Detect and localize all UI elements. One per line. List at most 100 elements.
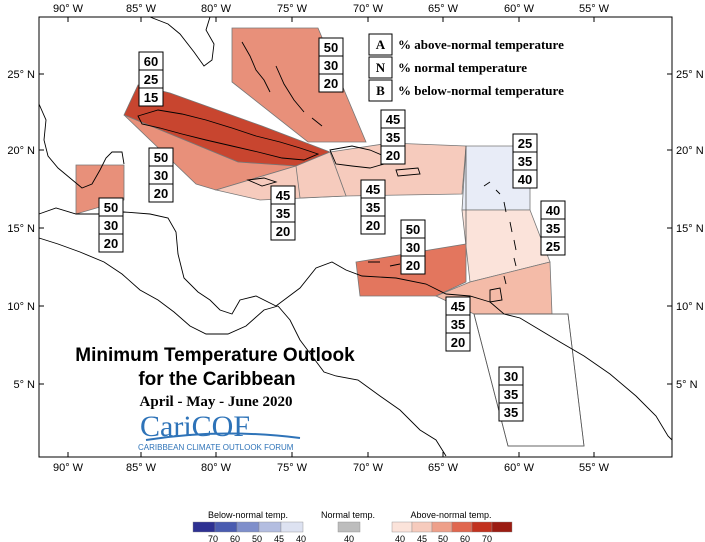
prob-value: 30 xyxy=(154,168,168,183)
lat-label-left: 5° N xyxy=(13,379,35,391)
map-title-line2: for the Caribbean xyxy=(138,369,295,390)
lat-label-left: 25° N xyxy=(7,69,35,81)
caricof-logo: CariCOF CARIBBEAN CLIMATE OUTLOOK FORUM xyxy=(138,410,301,452)
lat-label-right: 5° N xyxy=(676,379,698,391)
lon-label-top: 60° W xyxy=(504,3,535,15)
prob-value: 35 xyxy=(504,405,518,420)
legend-below-swatch xyxy=(192,521,216,533)
logo-name: CariCOF xyxy=(140,410,250,443)
latitude-labels-left: 25° N 20° N 15° N 10° N 5° N xyxy=(7,69,44,391)
logo-subtitle: CARIBBEAN CLIMATE OUTLOOK FORUM xyxy=(138,443,294,452)
lon-label-top: 85° W xyxy=(126,3,157,15)
legend-below-swatch xyxy=(258,521,282,533)
lon-label-bottom: 55° W xyxy=(579,462,610,474)
legend-above-swatch xyxy=(431,521,453,533)
key-description: % above-normal temperature xyxy=(398,37,564,52)
prob-box-jamaica: 45 35 20 xyxy=(270,185,296,241)
legend-normal-swatch xyxy=(337,521,361,533)
prob-value: 45 xyxy=(451,299,465,314)
prob-value: 20 xyxy=(451,335,465,350)
legend-above-swatch xyxy=(471,521,493,533)
prob-box-bahamas: 50 30 20 xyxy=(318,37,344,93)
prob-value: 50 xyxy=(154,150,168,165)
legend-above-tick: 40 xyxy=(395,534,405,542)
legend-normal-title: Normal temp. xyxy=(321,510,375,520)
lon-label-bottom: 70° W xyxy=(353,462,384,474)
prob-value: 35 xyxy=(386,130,400,145)
probability-boxes: 50 30 20 60 25 15 50 30 20 50 30 20 45 35 20 45 35 20 45 35… xyxy=(98,37,566,422)
legend-below-swatch xyxy=(236,521,260,533)
lat-label-left: 15° N xyxy=(7,223,35,235)
lon-label-bottom: 65° W xyxy=(428,462,459,474)
prob-box-guianas: 30 35 35 xyxy=(498,366,524,422)
legend-above-swatch xyxy=(411,521,433,533)
prob-value: 60 xyxy=(144,54,158,69)
prob-value: 20 xyxy=(406,258,420,273)
prob-value: 35 xyxy=(518,154,532,169)
prob-box-trinidad: 45 35 20 xyxy=(445,296,471,352)
legend-above-tick: 50 xyxy=(438,534,448,542)
key-description: % normal temperature xyxy=(398,60,527,75)
prob-value: 35 xyxy=(276,206,290,221)
prob-box-leeward: 25 35 40 xyxy=(512,133,538,189)
prob-value: 20 xyxy=(386,148,400,163)
legend-above-swatch xyxy=(391,521,413,533)
key-description: % below-normal temperature xyxy=(398,83,564,98)
key-letter: A xyxy=(376,37,386,52)
legend-below-tick: 40 xyxy=(296,534,306,542)
legend-above-title: Above-normal temp. xyxy=(410,510,491,520)
lon-label-top: 55° W xyxy=(579,3,610,15)
prob-value: 35 xyxy=(366,200,380,215)
prob-value: 20 xyxy=(104,236,118,251)
lon-label-top: 80° W xyxy=(201,3,232,15)
prob-value: 40 xyxy=(518,172,532,187)
legend-below-title: Below-normal temp. xyxy=(208,510,288,520)
lat-label-right: 10° N xyxy=(676,301,704,313)
key-letter: B xyxy=(376,83,385,98)
lat-label-right: 15° N xyxy=(676,223,704,235)
key-item: A xyxy=(368,33,393,56)
prob-value: 50 xyxy=(324,40,338,55)
legend-above-tick: 45 xyxy=(417,534,427,542)
legend-below-tick: 60 xyxy=(230,534,240,542)
lon-label-top: 90° W xyxy=(53,3,84,15)
lon-label-top: 65° W xyxy=(428,3,459,15)
lon-label-bottom: 60° W xyxy=(504,462,535,474)
lat-label-right: 20° N xyxy=(676,145,704,157)
legend-above-tick: 60 xyxy=(460,534,470,542)
prob-value: 20 xyxy=(324,76,338,91)
prob-value: 45 xyxy=(366,182,380,197)
key-letter: N xyxy=(376,60,386,75)
lat-label-right: 25° N xyxy=(676,69,704,81)
legend-below-swatch xyxy=(214,521,238,533)
prob-value: 25 xyxy=(546,239,560,254)
prob-value: 25 xyxy=(518,136,532,151)
prob-value: 50 xyxy=(406,222,420,237)
longitude-labels-bottom: 90° W 85° W 80° W 75° W 70° W 65° W 60° W 55° W xyxy=(53,452,610,474)
prob-box-windward: 40 35 25 xyxy=(540,200,566,256)
prob-value: 30 xyxy=(324,58,338,73)
lon-label-bottom: 90° W xyxy=(53,462,84,474)
legend-below-tick: 45 xyxy=(274,534,284,542)
prob-box-hispaniola: 45 35 20 xyxy=(360,179,386,235)
prob-value: 40 xyxy=(546,203,560,218)
prob-box-cuba: 60 25 15 xyxy=(138,51,164,107)
lon-label-bottom: 85° W xyxy=(126,462,157,474)
region-bahamas xyxy=(231,27,367,143)
legend-below-swatch xyxy=(280,521,304,533)
prob-value: 45 xyxy=(276,188,290,203)
region-turks xyxy=(295,151,347,199)
legend-above-swatch xyxy=(491,521,513,533)
prob-box-turks-caicos: 45 35 20 xyxy=(380,109,406,165)
prob-value: 30 xyxy=(406,240,420,255)
legend-above-tick: 70 xyxy=(482,534,492,542)
forecast-regions xyxy=(75,27,585,447)
coastlines xyxy=(38,16,673,457)
latitude-labels-right: 25° N 20° N 15° N 10° N 5° N xyxy=(667,69,704,391)
key-item: N xyxy=(368,56,393,79)
prob-box-belize: 50 30 20 xyxy=(98,197,124,253)
lon-label-bottom: 80° W xyxy=(201,462,232,474)
legend-normal-tick: 40 xyxy=(344,534,354,542)
prob-value: 20 xyxy=(154,186,168,201)
